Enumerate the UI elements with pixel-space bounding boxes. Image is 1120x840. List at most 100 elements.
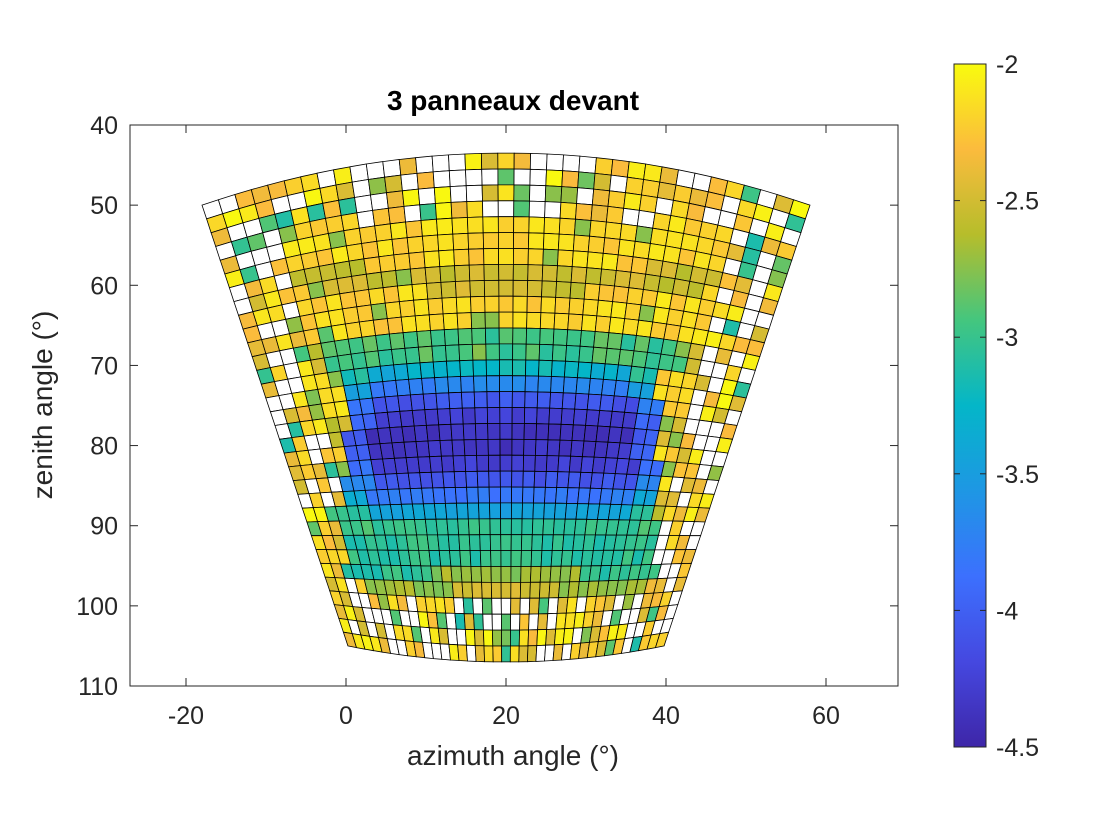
heatmap-cell bbox=[439, 265, 456, 283]
heatmap-cell bbox=[463, 439, 478, 457]
heatmap-cell bbox=[583, 282, 601, 301]
heatmap-cell bbox=[433, 502, 448, 520]
heatmap-cell bbox=[562, 376, 578, 394]
heatmap-cell bbox=[335, 181, 356, 201]
heatmap-cell bbox=[525, 343, 541, 361]
heatmap-cell bbox=[490, 550, 502, 567]
heatmap-cell bbox=[466, 216, 484, 234]
heatmap-cell bbox=[478, 502, 491, 520]
heatmap-cell bbox=[529, 168, 547, 187]
heatmap-cell bbox=[577, 171, 596, 190]
colorbar-tick-label: -4 bbox=[996, 597, 1018, 625]
heatmap-cell bbox=[454, 280, 471, 298]
heatmap-cell bbox=[473, 613, 484, 631]
heatmap-cell bbox=[497, 168, 515, 186]
heatmap-cell bbox=[511, 486, 524, 504]
heatmap-cell bbox=[464, 152, 483, 171]
heatmap-cell bbox=[528, 216, 546, 234]
heatmap-cell bbox=[518, 645, 529, 663]
heatmap-cell bbox=[511, 407, 526, 424]
heatmap-cell bbox=[573, 218, 592, 237]
heatmap-cell bbox=[527, 264, 544, 282]
heatmap-cell bbox=[534, 439, 549, 457]
x-axis-label: azimuth angle (°) bbox=[407, 740, 619, 771]
heatmap-cell bbox=[500, 502, 512, 520]
heatmap-cell bbox=[550, 376, 565, 394]
heatmap-cell bbox=[440, 281, 457, 299]
heatmap-cell bbox=[519, 581, 531, 599]
y-tick-label: 100 bbox=[76, 593, 118, 621]
heatmap-cell bbox=[512, 359, 527, 377]
heatmap-cell bbox=[402, 331, 419, 349]
heatmap-cell bbox=[414, 314, 431, 332]
heatmap-cell bbox=[630, 256, 649, 275]
heatmap-cell bbox=[511, 454, 525, 472]
x-axis: -20 0 20 40 60 bbox=[168, 125, 840, 730]
heatmap-cell bbox=[438, 550, 452, 567]
heatmap-cell bbox=[453, 471, 468, 488]
heatmap-cell bbox=[563, 518, 577, 536]
heatmap-cell bbox=[482, 613, 493, 631]
heatmap-cell bbox=[520, 550, 533, 567]
heatmap-cell bbox=[400, 172, 419, 192]
heatmap-cell bbox=[387, 205, 407, 225]
heatmap-cell bbox=[536, 407, 551, 425]
heatmap-cell bbox=[500, 566, 512, 583]
heatmap-cell bbox=[339, 291, 358, 310]
heatmap-cell bbox=[438, 423, 453, 441]
colorbar-ticks: -2 -2.5 -3 -3.5 -4 -4.5 bbox=[954, 51, 1039, 762]
heatmap-cell bbox=[594, 157, 614, 176]
heatmap-cell bbox=[477, 486, 490, 504]
heatmap-cell bbox=[519, 613, 530, 631]
heatmap-cell bbox=[510, 582, 522, 599]
heatmap-cell bbox=[512, 279, 529, 297]
heatmap-cell bbox=[532, 502, 545, 520]
heatmap-cell bbox=[408, 377, 424, 396]
heatmap-cell bbox=[552, 518, 566, 536]
heatmap-cell bbox=[555, 487, 569, 504]
heatmap-cell bbox=[558, 439, 573, 457]
heatmap-cell bbox=[437, 233, 455, 252]
heatmap-cell bbox=[444, 502, 459, 520]
heatmap-cell bbox=[594, 315, 612, 334]
heatmap-cell bbox=[579, 330, 596, 348]
heatmap-cell bbox=[499, 470, 513, 488]
heatmap-cell bbox=[473, 391, 488, 409]
heatmap-cell bbox=[399, 410, 415, 428]
heatmap-cell bbox=[491, 597, 502, 615]
heatmap-cell bbox=[476, 470, 490, 488]
heatmap-cell bbox=[512, 343, 527, 361]
heatmap-cell bbox=[513, 168, 531, 186]
heatmap-cell bbox=[372, 318, 390, 336]
heatmap-cell bbox=[526, 295, 542, 314]
heatmap-cell bbox=[511, 391, 526, 409]
heatmap-cell bbox=[473, 629, 485, 647]
heatmap-cell bbox=[434, 201, 453, 220]
y-axis-label: zenith angle (°) bbox=[27, 311, 58, 500]
heatmap-cell bbox=[547, 597, 559, 615]
heatmap-cell bbox=[364, 350, 381, 369]
heatmap-cell bbox=[567, 313, 584, 331]
heatmap-cell bbox=[443, 328, 460, 346]
heatmap-cell bbox=[370, 302, 388, 321]
heatmap-cell bbox=[512, 295, 528, 313]
heatmap-cell bbox=[417, 187, 436, 206]
heatmap-cell bbox=[435, 392, 451, 410]
heatmap-cell bbox=[454, 264, 471, 282]
heatmap-cell bbox=[578, 345, 595, 364]
heatmap-cell bbox=[575, 377, 591, 395]
heatmap-cell bbox=[548, 407, 563, 425]
heatmap-cell bbox=[585, 409, 601, 427]
heatmap-cell bbox=[524, 391, 539, 409]
heatmap-cell bbox=[338, 197, 358, 216]
heatmap-cell bbox=[641, 179, 661, 198]
heatmap-cell bbox=[460, 565, 473, 583]
heatmap-cell bbox=[457, 644, 468, 662]
heatmap-cell bbox=[424, 518, 439, 536]
heatmap-cell bbox=[551, 344, 568, 362]
heatmap-cell bbox=[427, 440, 442, 458]
heatmap-cell bbox=[481, 581, 493, 599]
heatmap-cell bbox=[523, 438, 537, 456]
heatmap-cell bbox=[416, 330, 433, 348]
heatmap-cell bbox=[520, 566, 532, 583]
